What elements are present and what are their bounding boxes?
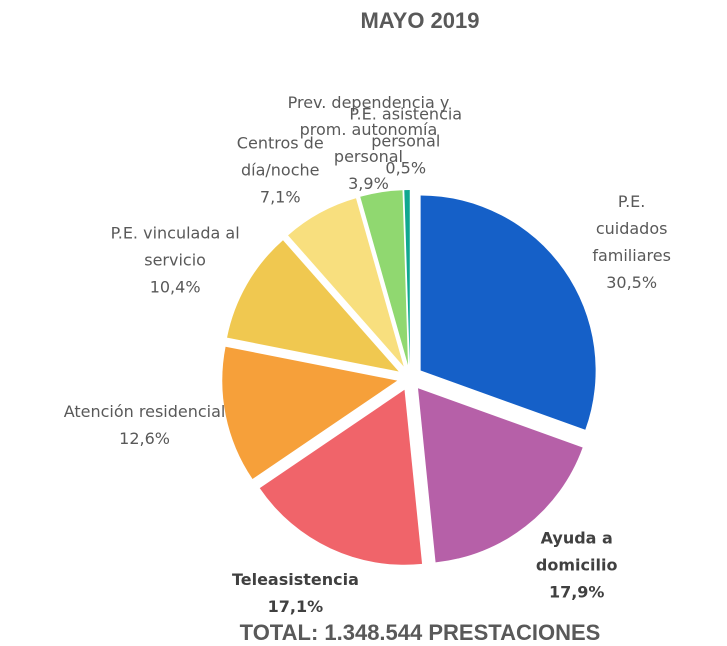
slice-label: Prev. dependencia y prom. autonomía pers… xyxy=(288,89,450,197)
category-label: Centros de día/noche xyxy=(236,133,324,180)
pie-slice xyxy=(404,190,410,366)
category-label: Teleasistencia xyxy=(231,570,359,590)
pie-slice xyxy=(418,388,583,563)
slice-label: P.E. asistencia personal 0,5% xyxy=(349,100,462,181)
value-label: 17,1% xyxy=(267,597,324,617)
value-label: 0,5% xyxy=(385,158,427,178)
category-label: P.E. vinculada al servicio xyxy=(110,223,240,270)
value-label: 17,9% xyxy=(548,582,605,602)
category-label: Ayuda a domicilio xyxy=(535,528,618,575)
chart-annotation: TOTAL: 1.348.544 PRESTACIONES xyxy=(239,620,601,645)
slice-label: Ayuda a domicilio 17,9% xyxy=(502,525,652,606)
category-label: P.E. asistencia personal xyxy=(349,104,463,151)
pie-slice xyxy=(360,190,409,366)
pie-slice xyxy=(420,195,596,430)
category-label: Atención residencial xyxy=(63,402,226,422)
value-label: 10,4% xyxy=(149,277,201,297)
value-label: 30,5% xyxy=(606,272,658,292)
value-label: 7,1% xyxy=(259,187,301,207)
slice-label: P.E. cuidados familiares 30,5% xyxy=(584,188,679,296)
pie-slice xyxy=(259,389,423,565)
pie-slice xyxy=(288,198,404,367)
slice-label: Atención residencial 12,6% xyxy=(64,398,226,452)
value-label: 3,9% xyxy=(348,174,389,194)
slice-label: Teleasistencia 17,1% xyxy=(232,566,359,620)
slice-label: P.E. vinculada al servicio 10,4% xyxy=(111,219,240,300)
pie-slice xyxy=(222,346,398,479)
chart-title: MAYO 2019 xyxy=(360,8,480,33)
category-label: Prev. dependencia y prom. autonomía pers… xyxy=(287,93,450,167)
slice-label: Centros de día/noche 7,1% xyxy=(237,129,324,210)
category-label: P.E. cuidados familiares xyxy=(592,191,671,265)
pie-slice xyxy=(227,240,399,372)
value-label: 12,6% xyxy=(119,429,170,449)
